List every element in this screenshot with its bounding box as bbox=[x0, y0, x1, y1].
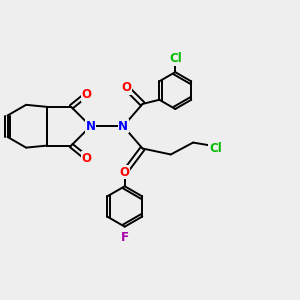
Text: Cl: Cl bbox=[209, 142, 222, 155]
Text: O: O bbox=[120, 166, 130, 179]
Text: O: O bbox=[121, 81, 131, 94]
Text: O: O bbox=[82, 152, 92, 164]
Text: O: O bbox=[82, 88, 92, 101]
Text: N: N bbox=[118, 120, 128, 133]
Text: F: F bbox=[121, 232, 129, 244]
Text: N: N bbox=[85, 120, 96, 133]
Text: Cl: Cl bbox=[169, 52, 182, 65]
